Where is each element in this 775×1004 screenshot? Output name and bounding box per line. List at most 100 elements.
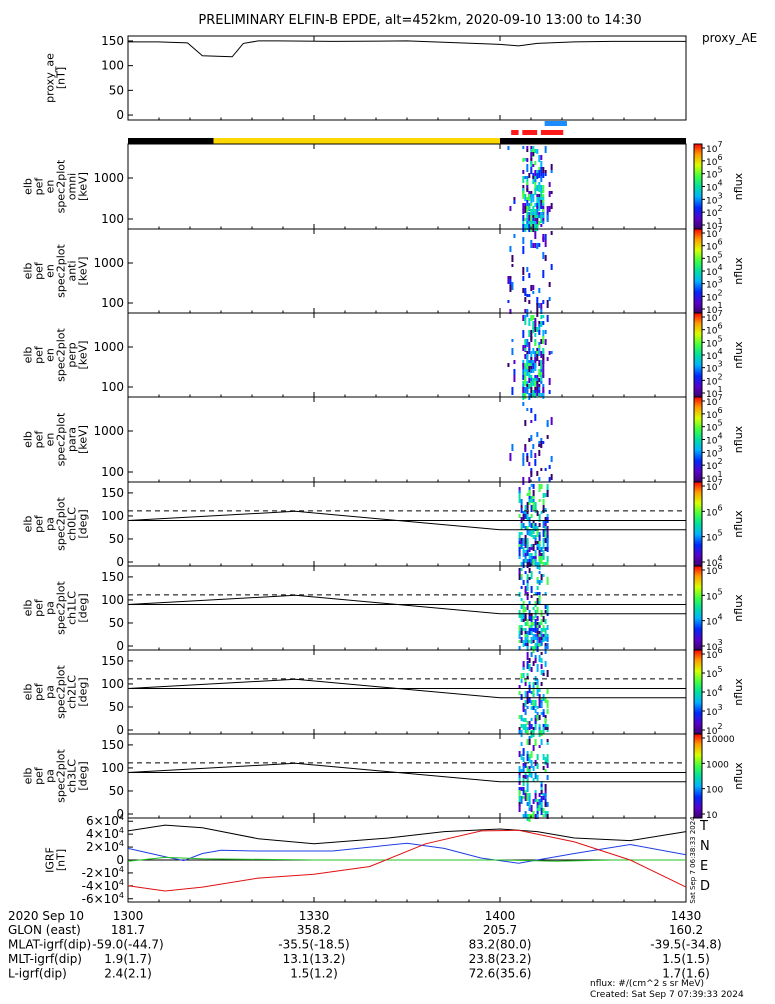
flux-pixel (524, 158, 527, 161)
flux-pixel (532, 484, 535, 489)
flux-pixel (538, 243, 541, 247)
pa_ch0-frame (127, 481, 687, 567)
colorbar-tick-label: 107 (706, 225, 723, 240)
y-tick-label: 1000 (93, 340, 124, 354)
y-tick-label: -2×104 (82, 865, 124, 880)
flux-pixel (524, 348, 527, 351)
y-axis-label-line: pef (33, 345, 46, 364)
flux-pixel (507, 363, 510, 367)
colorbar-tick-label: 102 (706, 288, 723, 303)
flux-pixel (530, 285, 533, 291)
flux-pixel (538, 327, 541, 332)
flux-pixel (536, 628, 539, 631)
flux-pixel (524, 607, 527, 612)
flux-pixel (532, 727, 535, 732)
pa_ch3-lc-solid (127, 762, 686, 783)
flux-pixel (536, 185, 539, 191)
flux-pixel (520, 616, 523, 622)
flux-pixel (524, 709, 527, 715)
y-axis-label-line: anti (66, 260, 79, 281)
flux-pixel (528, 529, 531, 536)
colorbar-tick-label: 102 (706, 722, 723, 737)
flux-pixel (544, 339, 547, 345)
flux-pixel (548, 191, 551, 197)
en_para-speckle-core (522, 402, 545, 485)
flux-pixel (522, 369, 525, 377)
flux-pixel (546, 517, 549, 523)
flux-pixel (534, 224, 537, 232)
flux-pixel (536, 218, 539, 222)
proxy-ae-ylabel: proxy_ae[nT] (44, 53, 68, 103)
time-tick-label: 1300 (113, 909, 144, 923)
flux-pixel (530, 805, 533, 812)
flux-pixel (528, 215, 531, 223)
flux-pixel (534, 459, 537, 466)
y-tick-label: 2×104 (86, 839, 124, 854)
y-axis-label-line: pef (33, 682, 46, 701)
flux-pixel (518, 802, 521, 807)
flux-pixel (532, 622, 535, 626)
flux-pixel (530, 152, 533, 160)
en_omni-speckle-right (544, 146, 553, 222)
y-axis-label-line: [keV] (77, 341, 90, 370)
y-tick-label: 4×104 (86, 826, 124, 841)
y-axis-label-line: pef (33, 261, 46, 280)
flux-pixel (544, 610, 547, 613)
flux-pixel (534, 357, 537, 362)
flux-pixel (544, 517, 547, 520)
flux-pixel (522, 402, 525, 406)
y-tick-label: 50 (109, 83, 124, 97)
flux-pixel (530, 194, 533, 198)
flux-pixel (536, 212, 539, 217)
flux-pixel (522, 345, 525, 351)
flux-pixel (530, 203, 533, 206)
flux-pixel (538, 215, 541, 218)
flux-pixel (530, 496, 533, 503)
flux-pixel (520, 637, 523, 643)
flux-pixel (526, 203, 529, 206)
flux-pixel (526, 529, 529, 535)
flux-pixel (526, 640, 529, 643)
flux-pixel (524, 447, 527, 452)
flux-pixel (544, 173, 547, 176)
flux-pixel (550, 351, 553, 354)
flux-pixel (526, 739, 529, 745)
flux-pixel (546, 802, 549, 807)
igrf-legend-D: D (700, 879, 710, 894)
flux-pixel (526, 691, 529, 697)
flux-pixel (520, 715, 523, 721)
flux-pixel (524, 291, 527, 296)
flux-pixel (536, 215, 539, 219)
flux-pixel (524, 378, 527, 386)
flux-pixel (540, 652, 543, 655)
flux-pixel (524, 550, 527, 553)
flux-pixel (524, 682, 527, 686)
flux-pixel (550, 164, 553, 170)
flux-pixel (536, 598, 539, 604)
flux-pixel (534, 622, 537, 630)
flux-pixel (528, 724, 531, 730)
flux-pixel (536, 206, 539, 209)
flux-pixel (542, 384, 545, 388)
flux-pixel (534, 682, 537, 685)
flux-pixel (528, 330, 531, 337)
flux-pixel (522, 706, 525, 712)
flux-pixel (524, 315, 527, 319)
flux-pixel (520, 769, 523, 772)
flux-pixel (540, 484, 543, 489)
flux-pixel (532, 348, 535, 354)
flux-pixel (542, 321, 545, 325)
flux-pixel (524, 318, 527, 325)
flux-pixel (540, 197, 543, 200)
colorbar-tick-label: 106 (706, 503, 723, 518)
flux-pixel (522, 209, 525, 214)
flux-pixel (528, 628, 531, 635)
flux-pixel (542, 628, 545, 631)
flux-pixel (518, 646, 521, 650)
flux-pixel (540, 173, 543, 176)
flux-pixel (522, 763, 525, 767)
flux-pixel (530, 700, 533, 705)
flux-pixel (524, 514, 527, 519)
y-axis-label-line: elb (22, 516, 35, 533)
